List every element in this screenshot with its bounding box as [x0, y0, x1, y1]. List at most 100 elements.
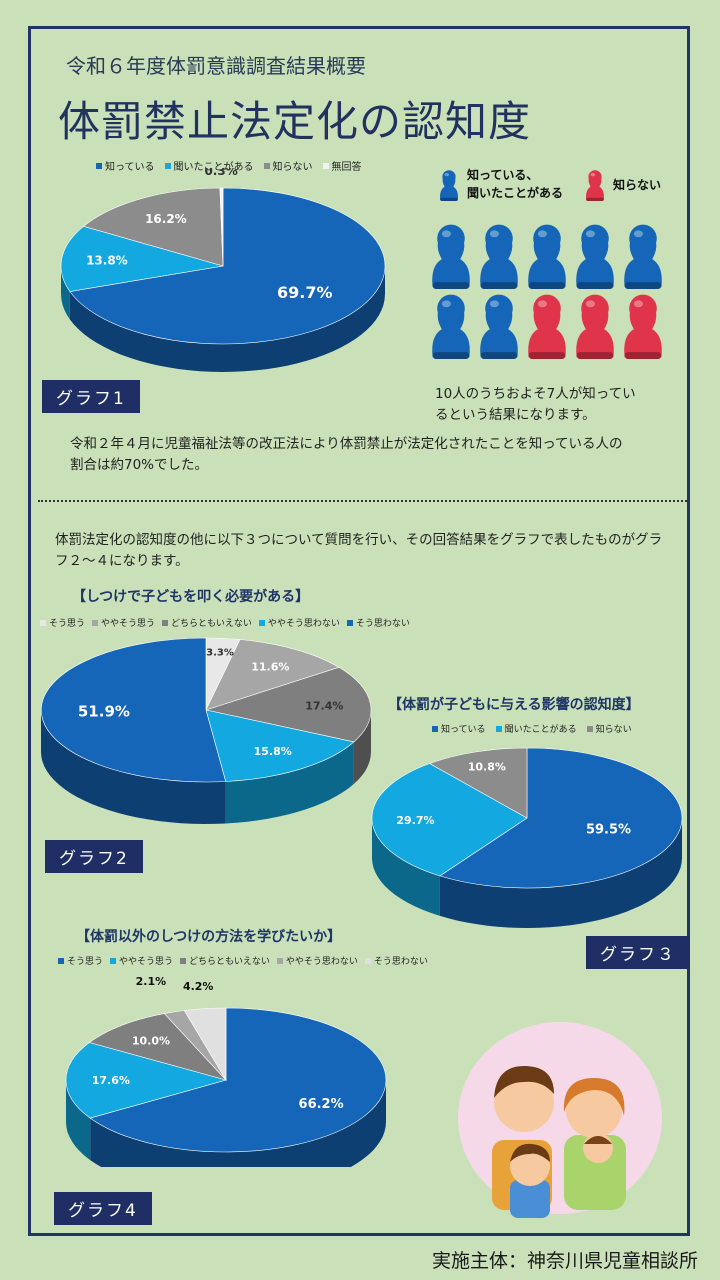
pie-slice — [428, 747, 528, 819]
pie-slice — [183, 1007, 227, 1082]
pie-slice-side — [353, 710, 371, 784]
paragraph-1: 令和２年４月に児童福祉法等の改正法により体罰禁止が法定化されたことを知っている人… — [70, 436, 623, 473]
pie-side — [41, 710, 371, 824]
pie-slice — [205, 709, 355, 782]
legend-label: 無回答 — [331, 162, 362, 173]
graph4-pie: 66.2% 17.6% 10.0% 2.1% 4.2% — [65, 975, 387, 1167]
person-icon — [576, 294, 614, 359]
person-icon — [528, 294, 566, 359]
graph2-pie: 3.3% 11.6% 17.4% 15.8% 51.9% — [41, 637, 372, 824]
pie-slice-side — [90, 1080, 386, 1167]
legend-label: 聞いたことがある — [173, 162, 254, 173]
legend-item: ややそう思う — [110, 954, 173, 967]
pie-value-label: 2.1% — [136, 975, 167, 988]
legend-swatch — [162, 619, 169, 626]
legend-item: ややそう思わない — [276, 954, 358, 967]
legend-item: そう思う — [40, 616, 85, 629]
pie-value-label: 15.8% — [254, 745, 292, 758]
legend-swatch — [495, 725, 502, 732]
legend-label: 聞いたことがある — [504, 725, 577, 735]
pie-slice — [82, 187, 224, 267]
pie-value-label: 4.2% — [183, 980, 214, 993]
illustration-background — [458, 1022, 662, 1214]
legend-dont: 知らない — [612, 177, 661, 192]
pie-slice-side — [225, 741, 354, 824]
legend-swatch — [164, 162, 171, 169]
graph3-title: 【体罰が子どもに与える影響の認知度】 — [388, 697, 640, 713]
pie-value-label: 69.7% — [277, 283, 333, 302]
legend-label: 知っている — [441, 725, 486, 735]
legend-item: どちらともいえない — [180, 954, 270, 967]
person-icon — [432, 294, 470, 359]
graph2-legend: そう思う ややそう思う どちらともいえない ややそう思わない そう思わない — [40, 616, 410, 629]
legend-label: ややそう思わない — [267, 619, 340, 629]
legend-swatch — [346, 619, 353, 626]
legend-item: 知っている — [96, 158, 155, 173]
pie-slice-side — [69, 266, 386, 372]
pie-value-label: 3.3% — [206, 647, 234, 658]
paragraph-2: 体罰法定化の認知度の他に以下３つについて質問を行い、その回答結果をグラフで表した… — [55, 532, 663, 569]
legend-item: そう思わない — [346, 616, 410, 629]
legend-item: 聞いたことがある — [495, 722, 577, 735]
pie-slice — [69, 187, 386, 345]
person-icon — [528, 224, 566, 289]
legend-label: 知らない — [595, 725, 632, 735]
legend-item: 知っている — [432, 722, 486, 735]
legend-swatch — [96, 162, 102, 169]
graph3-legend: 知っている 聞いたことがある 知らない — [432, 722, 632, 735]
pie-slice — [65, 1042, 228, 1119]
legend-label: そう思わない — [355, 619, 410, 629]
graph4-label-box: グラフ4 — [54, 1192, 152, 1225]
graph3-label-box: グラフ３ — [586, 936, 690, 969]
pie-value-label: 0.3% — [204, 168, 237, 178]
baby-figure — [583, 1133, 613, 1163]
legend-label: どちらともいえない — [189, 957, 270, 967]
pie-slice-side — [41, 710, 226, 824]
pie-slice — [205, 639, 340, 711]
person-icon — [586, 170, 604, 201]
legend-label: ややそう思う — [119, 957, 174, 967]
pie-value-label: 29.7% — [396, 814, 434, 827]
legend-item: ややそう思わない — [258, 616, 340, 629]
graph4-title: 【体罰以外のしつけの方法を学びたいか】 — [76, 929, 342, 945]
page-frame — [28, 26, 690, 1236]
legend-swatch — [322, 162, 329, 169]
legend-item: 無回答 — [322, 158, 362, 173]
legend-label: どちらともいえない — [171, 619, 252, 629]
pie-value-label: 10.8% — [468, 761, 506, 774]
legend-label: そう思う — [67, 957, 104, 967]
person-icon — [624, 294, 662, 359]
legend-item: 知らない — [586, 722, 632, 735]
graph4-legend: そう思う ややそう思う どちらともいえない ややそう思わない そう思わない — [58, 954, 428, 967]
pie-value-label: 66.2% — [299, 1097, 344, 1112]
pie-value-label: 17.4% — [305, 699, 343, 712]
legend-swatch — [58, 957, 64, 964]
pie-slice — [89, 1007, 387, 1153]
pictogram: 知っている、聞いたことがある 知らない — [432, 167, 662, 359]
legend-label: そう思う — [49, 619, 86, 629]
page-title: 体罰禁止法定化の認知度 — [58, 97, 532, 146]
legend-item: そう思う — [58, 954, 103, 967]
pie-side — [372, 818, 682, 928]
legend-item: 知らない — [263, 158, 313, 173]
pie-value-label: 13.8% — [86, 253, 128, 267]
legend-swatch — [40, 619, 46, 626]
pie-value-label: 11.6% — [251, 660, 289, 673]
person-icon — [440, 170, 458, 201]
pie-slice — [88, 1013, 227, 1081]
person-icon — [480, 224, 518, 289]
legend-item: 聞いたことがある — [164, 158, 254, 173]
graph3-pie: 59.5% 29.7% 10.8% — [371, 747, 683, 928]
legend-swatch — [276, 957, 283, 964]
pie-slice — [371, 763, 528, 877]
graph1-pie: 69.7% 13.8% 16.2% 0.3% — [60, 168, 386, 372]
graph2-title: 【しつけで子どもを叩く必要がある】 — [72, 589, 310, 605]
pictogram-caption: 10人のうちおよそ7人が知ってい るという結果になります。 — [435, 386, 636, 423]
graph1-label-box: グラフ1 — [42, 380, 140, 413]
pie-value-label: 16.2% — [145, 212, 187, 226]
legend-item: ややそう思う — [92, 616, 155, 629]
legend-swatch — [92, 619, 99, 626]
legend-label: ややそう思わない — [285, 957, 358, 967]
child-figure — [510, 1143, 550, 1218]
pie-slice — [439, 747, 683, 889]
